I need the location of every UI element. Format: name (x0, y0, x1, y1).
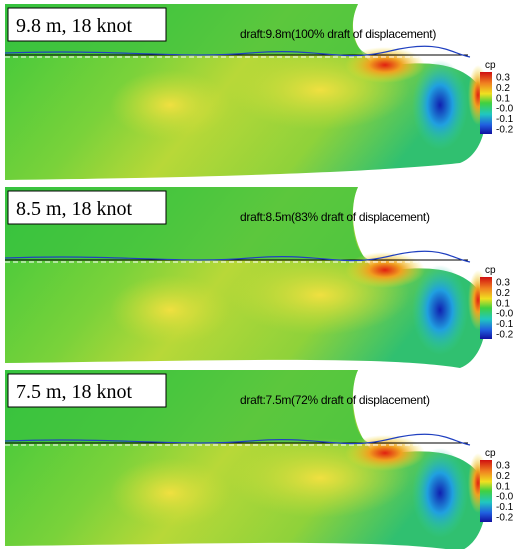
panel: 7.5 m, 18 knot draft:7.5m(72% draft of di… (4, 370, 514, 549)
colorbar-tick: 0.1 (496, 298, 510, 309)
label-box (7, 7, 167, 42)
draft-label: draft:8.5m(83% draft of displacement) (240, 210, 430, 224)
colorbar-tick: 0.2 (496, 288, 510, 299)
panel-label: 9.8 m, 18 knot (16, 15, 133, 37)
draft-label: draft:9.8m(100% draft of displacement) (240, 27, 436, 41)
colorbar-tick: -0.0 (496, 492, 514, 503)
label-box (7, 190, 167, 225)
colorbar-tick: 0.1 (496, 93, 510, 104)
colorbar-tick: 0.2 (496, 471, 510, 482)
colorbar-title: cp (485, 448, 496, 459)
wave-profile (4, 433, 471, 446)
colorbar-tick: -0.1 (496, 319, 514, 330)
panel: 8.5 m, 18 knot draft:8.5m(83% draft of di… (4, 187, 514, 368)
colorbar-tick: -0.2 (496, 330, 514, 341)
label-box (7, 373, 167, 408)
high-pressure (110, 275, 230, 345)
colorbar-tick: -0.1 (496, 502, 514, 513)
colorbar-tick: -0.1 (496, 114, 514, 125)
colorbar-tick: 0.3 (496, 278, 510, 289)
suction (412, 265, 468, 355)
suction (412, 60, 468, 150)
colorbar-tick: 0.1 (496, 481, 510, 492)
colorbar-tick: 0.3 (496, 73, 510, 84)
colorbar (480, 72, 492, 134)
stagnation (345, 47, 425, 83)
draft-label: draft:7.5m(72% draft of displacement) (240, 393, 430, 407)
colorbar (480, 460, 492, 522)
high-pressure (110, 70, 230, 140)
colorbar-tick: -0.2 (496, 513, 514, 524)
colorbar-tick: 0.2 (496, 83, 510, 94)
colorbar-tick: -0.0 (496, 309, 514, 320)
colorbar (480, 277, 492, 339)
high-pressure (110, 458, 230, 528)
panel-label: 8.5 m, 18 knot (16, 198, 133, 220)
colorbar-tick: 0.3 (496, 461, 510, 472)
panel: 9.8 m, 18 knot draft:9.8m(100% draft of d… (4, 4, 514, 180)
panel-label: 7.5 m, 18 knot (16, 381, 133, 403)
colorbar-title: cp (485, 60, 496, 71)
stagnation (345, 252, 425, 288)
colorbar-tick: -0.0 (496, 104, 514, 115)
suction (412, 448, 468, 538)
colorbar-title: cp (485, 265, 496, 276)
stagnation (345, 435, 425, 471)
wave-profile (4, 45, 471, 58)
wave-profile (4, 250, 471, 263)
colorbar-tick: -0.2 (496, 125, 514, 136)
